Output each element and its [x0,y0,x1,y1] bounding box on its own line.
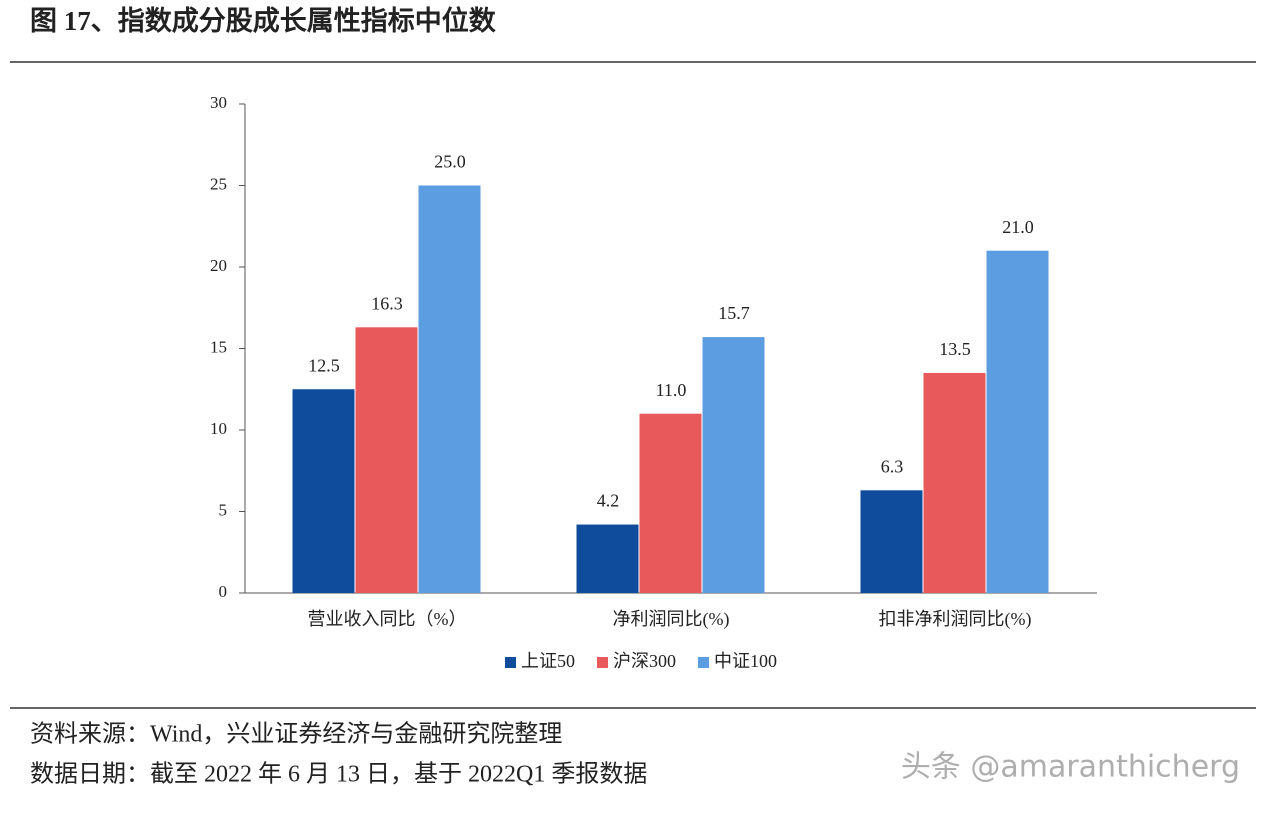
bar [986,250,1049,593]
value-label: 25.0 [434,152,466,172]
bar [418,185,481,593]
bar [923,372,986,593]
legend-label: 沪深300 [613,651,676,671]
legend-label: 中证100 [714,651,777,671]
y-tick-label: 20 [210,256,227,275]
bar [576,524,639,593]
value-label: 21.0 [1002,217,1034,237]
value-label: 16.3 [371,293,403,313]
y-tick-label: 15 [210,337,227,356]
legend-swatch [597,657,608,668]
legend-swatch [698,657,709,668]
y-tick-label: 0 [219,582,228,601]
bar [292,389,355,593]
value-label: 4.2 [597,491,620,511]
value-label: 15.7 [718,303,750,323]
y-tick-label: 30 [210,93,227,112]
y-tick-label: 25 [210,174,227,193]
bar [702,337,765,593]
y-tick-label: 10 [210,419,227,438]
watermark: 头条 @amaranthicherg [901,750,1240,785]
date-note: 数据日期：截至 2022 年 6 月 13 日，基于 2022Q1 季报数据 [30,761,647,788]
legend-swatch [505,657,516,668]
value-label: 6.3 [881,456,904,476]
bar [355,327,418,593]
value-label: 11.0 [656,380,687,400]
y-tick-label: 5 [219,500,228,519]
source-note: 资料来源：Wind，兴业证券经济与金融研究院整理 [30,721,562,748]
bar [860,490,923,593]
chart-title: 图 17、指数成分股成长属性指标中位数 [30,5,497,36]
bar [639,413,702,593]
value-label: 12.5 [308,355,340,375]
x-tick-label: 净利润同比(%) [613,609,730,630]
x-tick-label: 扣非净利润同比(%) [879,609,1032,630]
x-tick-label: 营业收入同比（%） [308,609,467,629]
legend-label: 上证50 [521,651,575,671]
value-label: 13.5 [939,339,971,359]
